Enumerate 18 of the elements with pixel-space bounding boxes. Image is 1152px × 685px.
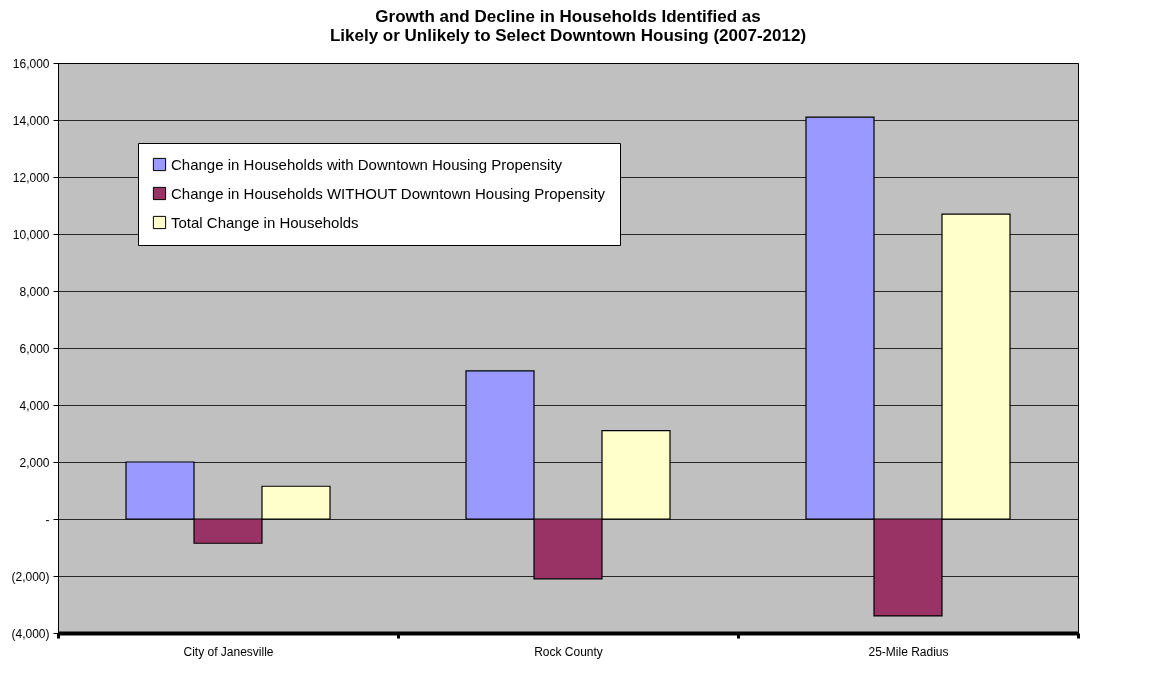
legend-label: Total Change in Households: [171, 213, 359, 231]
y-tick-label: 14,000: [12, 113, 50, 128]
y-tick-label: 4,000: [19, 398, 50, 413]
y-tick-label: (2,000): [11, 569, 50, 584]
y-tick-label: 10,000: [12, 227, 50, 242]
x-tick-label: City of Janesville: [183, 644, 274, 659]
chart-title: Growth and Decline in Households Identified as Likely or Unlikely to Select Downtown Housing (2007-2012): [329, 7, 807, 45]
x-tick-label: Rock County: [534, 644, 603, 659]
legend-label: Change in Households with Downtown Housing Propensity: [171, 155, 563, 173]
x-tick-label: 25-Mile Radius: [868, 644, 949, 659]
y-tick-label: (4,000): [11, 626, 50, 641]
y-tick-label: 12,000: [12, 170, 50, 185]
y-tick-label: 6,000: [19, 341, 50, 356]
y-tick-label: 8,000: [19, 284, 50, 299]
y-tick-label: -: [45, 512, 50, 527]
y-tick-label: 16,000: [12, 56, 50, 71]
y-tick-label: 2,000: [19, 455, 50, 470]
legend-label: Change in Households WITHOUT Downtown Housing Propensity: [171, 184, 606, 202]
